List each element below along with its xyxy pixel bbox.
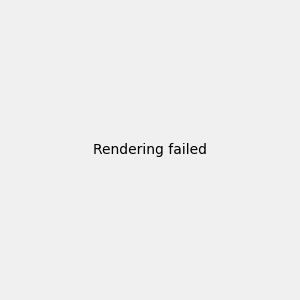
Text: Rendering failed: Rendering failed: [93, 143, 207, 157]
